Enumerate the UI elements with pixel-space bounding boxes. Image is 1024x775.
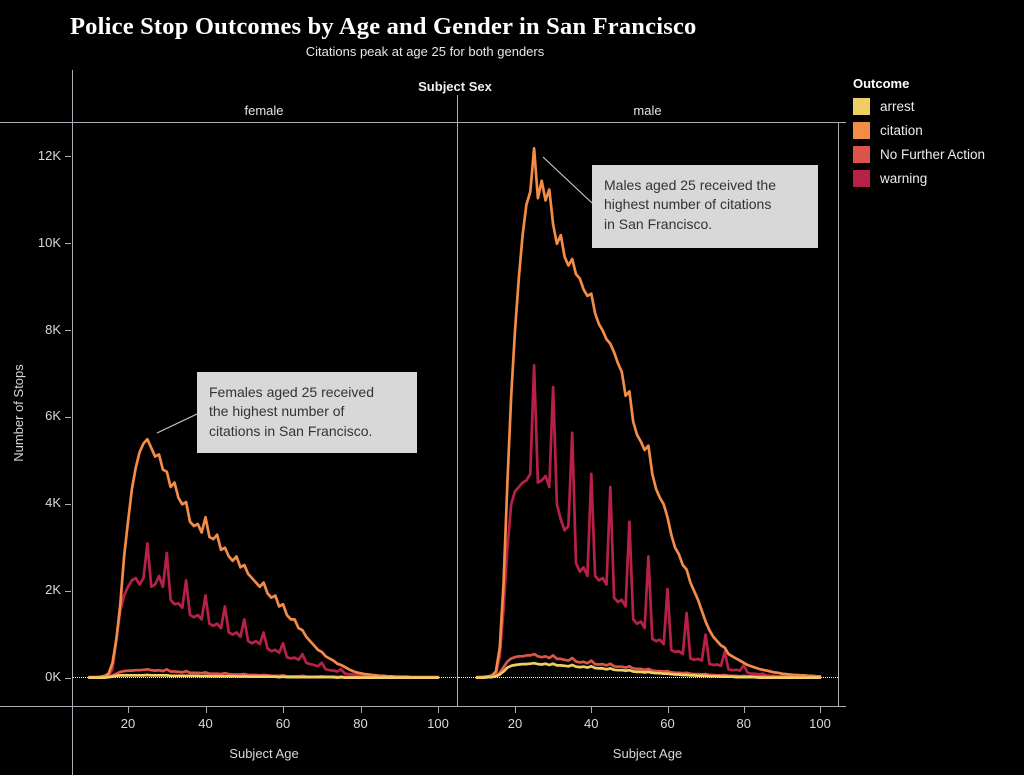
x-axis-title-female: Subject Age [229,746,299,761]
y-tick-label: 10K [37,234,61,250]
male-no-further-action-line [475,652,822,679]
x-tick-mark [438,707,439,713]
y-tick-label: 8K [45,321,61,337]
y-tick-mark [65,503,71,505]
legend-swatch-no-further-action [853,146,870,163]
y-tick-mark [65,156,71,158]
x-tick-label: 40 [584,716,599,731]
x-tick-label: 20 [120,716,136,731]
x-tick-mark [743,707,745,713]
facet-header-label: Subject Sex [418,79,492,94]
x-axis-title-male: Subject Age [612,746,683,761]
x-tick-mark [283,707,284,713]
legend-title: Outcome [853,76,910,91]
callout-line-female [156,413,198,434]
y-tick-mark [65,243,71,245]
legend-items: arrest citation No Further Action warning [853,98,985,187]
female-citation-line [87,437,440,679]
chart-subtitle: Citations peak at age 25 for both gender… [305,44,545,59]
x-tick-mark [667,707,669,713]
legend-item-no-further-action: No Further Action [853,146,985,163]
legend: Outcome arrest citation No Further Action w… [853,76,985,194]
plot-border-top [0,122,846,123]
x-tick-label: 100 [809,716,831,731]
legend-item-citation: citation [853,122,985,139]
annotation-male: Males aged 25 received the highest numbe… [592,165,818,248]
x-tick-mark [360,707,362,713]
y-tick-mark [65,590,71,592]
legend-swatch-citation [853,122,870,139]
x-tick-mark [128,707,129,713]
x-tick-mark [205,707,207,713]
x-tick-mark [591,707,593,713]
legend-swatch-arrest [853,98,870,115]
x-tick-label: 60 [275,716,291,731]
male-arrest-line [475,661,822,679]
legend-swatch-warning [853,170,870,187]
x-tick-label: 80 [736,716,751,731]
legend-label: arrest [880,99,915,114]
plot-border-bottom [0,706,846,707]
legend-label: warning [880,171,928,186]
chart-title: Police Stop Outcomes by Age and Gender i… [70,13,697,40]
x-tick-label: 40 [198,716,213,731]
y-tick-label: 2K [45,582,61,598]
y-axis-line [72,70,73,775]
x-tick-mark [820,707,821,713]
zero-reference-line-male [458,677,838,678]
y-tick-label: 12K [37,147,61,163]
female-warning-line [87,542,440,679]
y-tick-mark [65,330,71,332]
y-tick-label: 0K [45,669,61,684]
panel-label-female: female [244,103,284,118]
y-tick-label: 4K [45,495,61,511]
callout-line-male [542,156,593,204]
legend-item-warning: warning [853,170,985,187]
x-tick-mark [515,707,516,713]
legend-label: citation [880,123,923,138]
x-tick-label: 20 [507,716,523,731]
y-tick-mark [65,677,71,679]
legend-label: No Further Action [880,147,986,162]
x-tick-label: 100 [427,716,449,731]
panel-divider-line [457,95,458,706]
annotation-female: Females aged 25 received the highest num… [197,372,417,453]
plot-border-right [838,122,839,706]
zero-reference-line-female [73,677,456,678]
male-warning-line [475,364,822,679]
y-tick-mark [65,416,71,418]
x-tick-label: 60 [660,716,675,731]
panel-label-male: male [633,103,662,118]
x-tick-label: 80 [353,716,368,731]
y-tick-label: 6K [45,408,61,424]
legend-item-arrest: arrest [853,98,985,115]
